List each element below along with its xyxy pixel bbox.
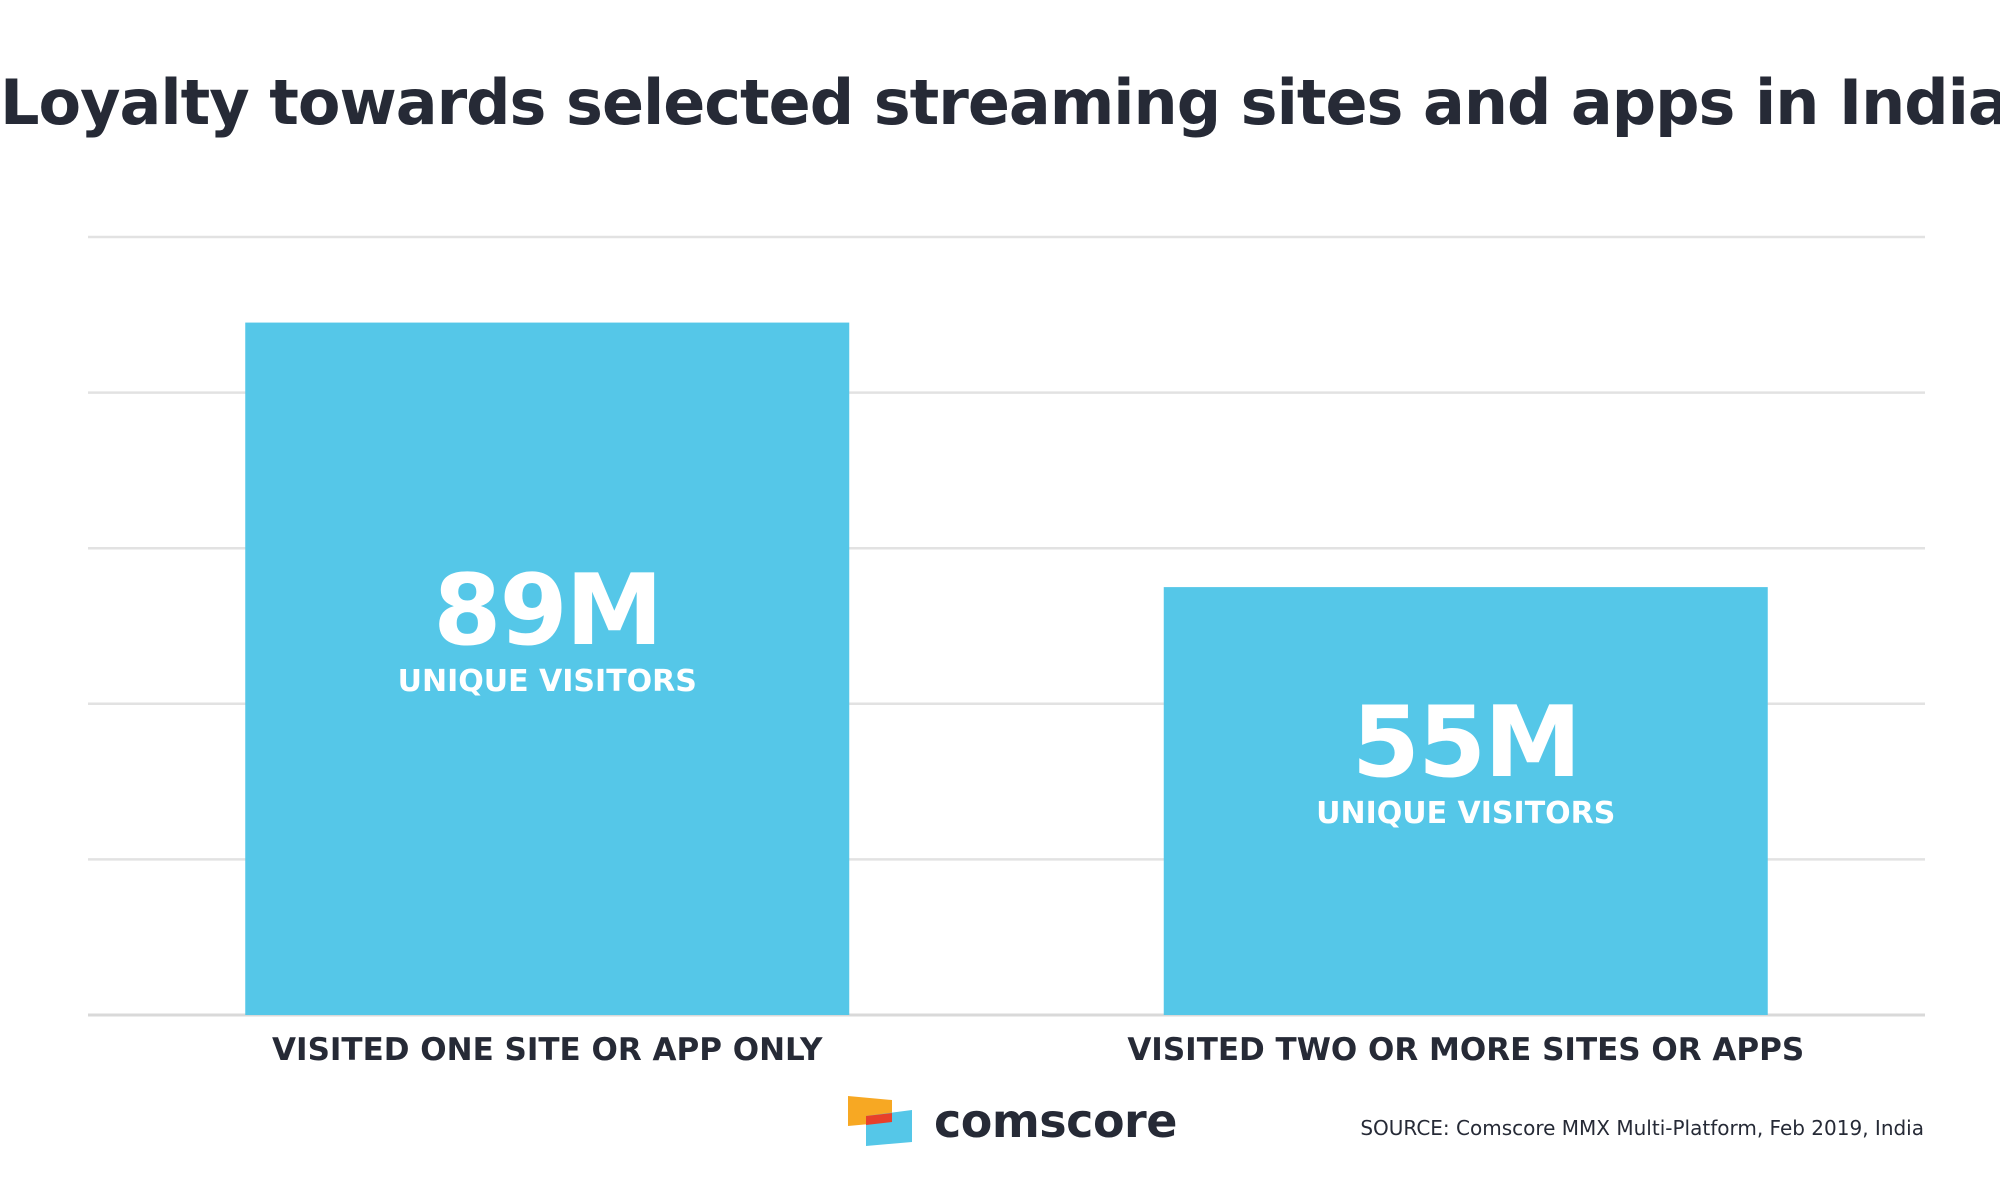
comscore-logo-text: comscore	[934, 1094, 1177, 1148]
category-label: VISITED TWO OR MORE SITES OR APPS	[1127, 1032, 1804, 1068]
source-note: SOURCE: Comscore MMX Multi-Platform, Feb…	[1360, 1116, 1924, 1140]
bar	[245, 322, 850, 1016]
bar-value-label: 89M	[433, 554, 661, 668]
bar-value-label: 55M	[1352, 686, 1580, 800]
bar-sublabel: UNIQUE VISITORS	[1316, 796, 1615, 831]
chart-title: Loyalty towards selected streaming sites…	[0, 66, 2000, 139]
bar-sublabel: UNIQUE VISITORS	[398, 664, 697, 699]
comscore-logo-icon	[848, 1094, 914, 1148]
comscore-logo: comscore	[848, 1094, 1177, 1148]
bar	[1163, 587, 1768, 1015]
category-labels: VISITED ONE SITE OR APP ONLY VISITED TWO …	[272, 1032, 1804, 1068]
category-label: VISITED ONE SITE OR APP ONLY	[272, 1032, 823, 1068]
